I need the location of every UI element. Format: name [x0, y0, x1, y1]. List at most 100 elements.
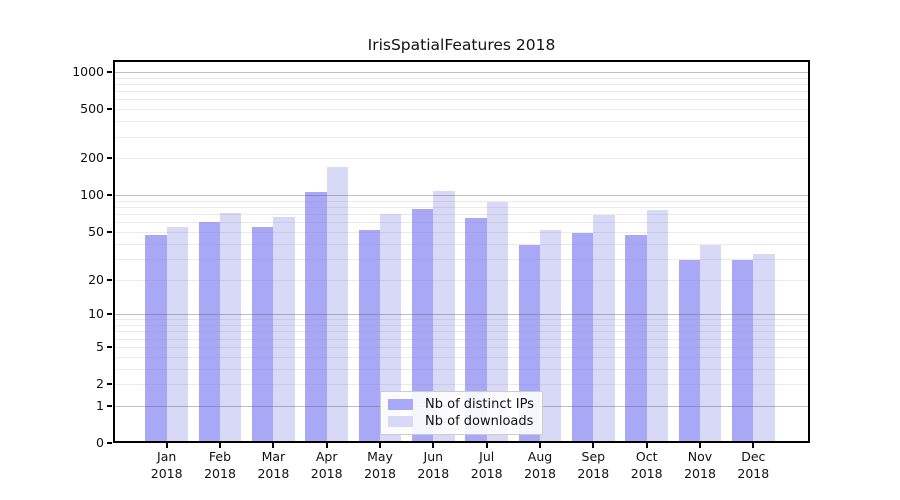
x-tick-label: Mar 2018	[241, 449, 305, 482]
gridline-minor	[113, 231, 810, 233]
y-tick-mark	[107, 404, 112, 407]
bar-jan-downloads	[166, 226, 189, 443]
x-tick-month: Nov	[687, 449, 713, 464]
gridline-minor	[113, 368, 810, 370]
bar-jan-ips	[145, 235, 167, 443]
x-tick-year: 2018	[737, 465, 770, 481]
gridline-minor	[113, 83, 810, 85]
legend: Nb of distinct IPs Nb of downloads	[380, 391, 543, 435]
chart-title: IrisSpatialFeatures 2018	[367, 36, 556, 54]
x-tick-year: 2018	[204, 465, 236, 481]
x-tick-year: 2018	[310, 465, 343, 481]
y-tick-label: 2	[96, 376, 104, 391]
x-tick-year: 2018	[417, 465, 450, 481]
gridline-minor	[113, 331, 810, 333]
x-tick-label: May 2018	[348, 449, 412, 482]
y-tick-mark	[107, 442, 112, 444]
gridline-major	[113, 195, 810, 197]
bar-mar-downloads	[273, 217, 295, 443]
x-tick-mark	[325, 443, 328, 448]
y-tick-mark	[107, 345, 112, 348]
x-tick-month: Apr	[315, 449, 338, 464]
bar-dec-ips	[731, 260, 754, 443]
x-tick-month: Aug	[527, 449, 553, 464]
bar-may-ips	[358, 229, 380, 443]
legend-swatch-downloads	[388, 416, 413, 428]
x-tick-label: Jun 2018	[401, 449, 465, 482]
bar-feb-downloads	[220, 213, 242, 443]
y-tick-label: 50	[88, 223, 104, 239]
x-tick-year: 2018	[577, 465, 610, 481]
y-tick-label: 1000	[72, 64, 104, 79]
legend-swatch-distinct-ips	[388, 398, 413, 410]
x-tick-mark	[752, 443, 755, 448]
bar-may-downloads	[380, 214, 402, 443]
y-tick-label: 100	[80, 187, 104, 203]
legend-label-distinct-ips: Nb of distinct IPs	[425, 396, 534, 412]
x-tick-month: Jan	[157, 449, 177, 464]
gridline-minor	[113, 319, 810, 321]
bar-sep-downloads	[593, 214, 615, 443]
x-tick-label: Dec 2018	[721, 449, 785, 482]
x-tick-month: Feb	[208, 449, 232, 464]
y-tick-mark	[107, 71, 112, 73]
x-tick-month: Sep	[581, 449, 606, 464]
gridline-minor	[113, 356, 810, 358]
y-tick-label: 200	[80, 150, 104, 166]
x-tick-year: 2018	[524, 465, 556, 481]
y-tick-mark	[107, 383, 112, 385]
gridline-minor	[113, 99, 810, 101]
x-tick-label: Oct 2018	[615, 449, 679, 482]
bar-feb-ips	[198, 222, 220, 443]
gridline-minor	[113, 222, 810, 224]
x-tick-label: Aug 2018	[508, 449, 572, 482]
x-tick-mark	[432, 443, 435, 448]
x-tick-year: 2018	[150, 465, 183, 481]
bar-dec-downloads	[753, 253, 775, 443]
gridline-minor	[113, 136, 810, 138]
x-tick-year: 2018	[257, 465, 290, 481]
x-tick-month: Jul	[479, 449, 495, 464]
legend-item-distinct-ips: Nb of distinct IPs	[388, 397, 535, 412]
x-tick-mark	[272, 443, 275, 448]
y-tick-mark	[107, 194, 112, 197]
x-tick-month: Jun	[423, 449, 444, 464]
x-tick-label: Nov 2018	[668, 449, 732, 482]
bar-aug-downloads	[540, 229, 562, 443]
x-tick-year: 2018	[470, 465, 503, 481]
bar-oct-ips	[625, 235, 647, 443]
x-tick-mark	[645, 443, 648, 448]
x-tick-mark	[592, 443, 595, 448]
x-tick-mark	[539, 443, 541, 448]
legend-label-downloads: Nb of downloads	[425, 414, 534, 430]
x-tick-year: 2018	[630, 465, 663, 481]
gridline-minor	[113, 109, 810, 111]
bar-mar-ips	[252, 226, 274, 443]
legend-item-downloads: Nb of downloads	[388, 414, 535, 429]
bar-jun-downloads	[433, 191, 455, 443]
x-tick-label: Feb 2018	[188, 449, 252, 482]
x-tick-mark	[379, 443, 381, 448]
bar-jul-ips	[465, 218, 487, 443]
y-tick-label: 5	[96, 338, 104, 354]
x-tick-month: Mar	[261, 449, 286, 464]
bar-jul-downloads	[486, 201, 509, 443]
x-tick-label: Jul 2018	[455, 449, 519, 482]
x-tick-mark	[699, 443, 701, 448]
bar-oct-downloads	[646, 210, 669, 443]
bar-apr-downloads	[326, 166, 349, 443]
x-tick-month: May	[367, 449, 393, 464]
x-tick-label: Jan 2018	[135, 449, 199, 482]
x-tick-mark	[219, 443, 221, 448]
bar-jun-ips	[411, 209, 434, 443]
gridline-minor	[113, 207, 810, 208]
gridline-minor	[113, 77, 810, 79]
gridline-major	[113, 314, 810, 316]
y-tick-label: 10	[88, 306, 104, 322]
bar-apr-ips	[305, 191, 327, 443]
x-tick-year: 2018	[684, 465, 716, 481]
gridline-minor	[113, 279, 810, 281]
gridline-minor	[113, 258, 810, 260]
gridline-minor	[113, 243, 810, 245]
